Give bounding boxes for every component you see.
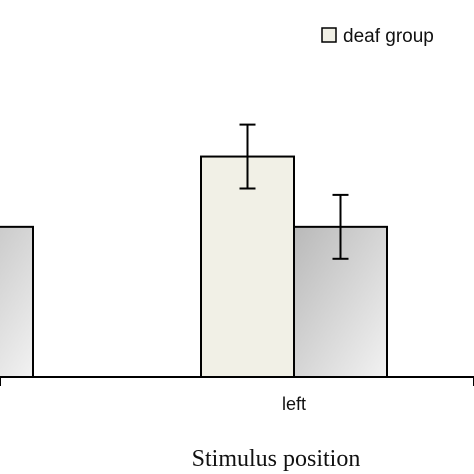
- x-tick-label: left: [282, 394, 306, 414]
- x-axis-title: Stimulus position: [192, 446, 361, 472]
- bar-s1-c0: [0, 225, 34, 378]
- error-bar-s1-c1: [332, 193, 349, 260]
- error-bars-layer: [239, 123, 349, 260]
- legend-label: deaf group: [343, 26, 434, 47]
- x-tick-labels: left: [282, 394, 306, 414]
- error-bar-s0-c1: [239, 123, 256, 190]
- bars-layer: [0, 155, 388, 378]
- legend-swatch: [321, 27, 337, 43]
- bar-s0-c1: [200, 155, 295, 378]
- legend: deaf group: [321, 26, 434, 47]
